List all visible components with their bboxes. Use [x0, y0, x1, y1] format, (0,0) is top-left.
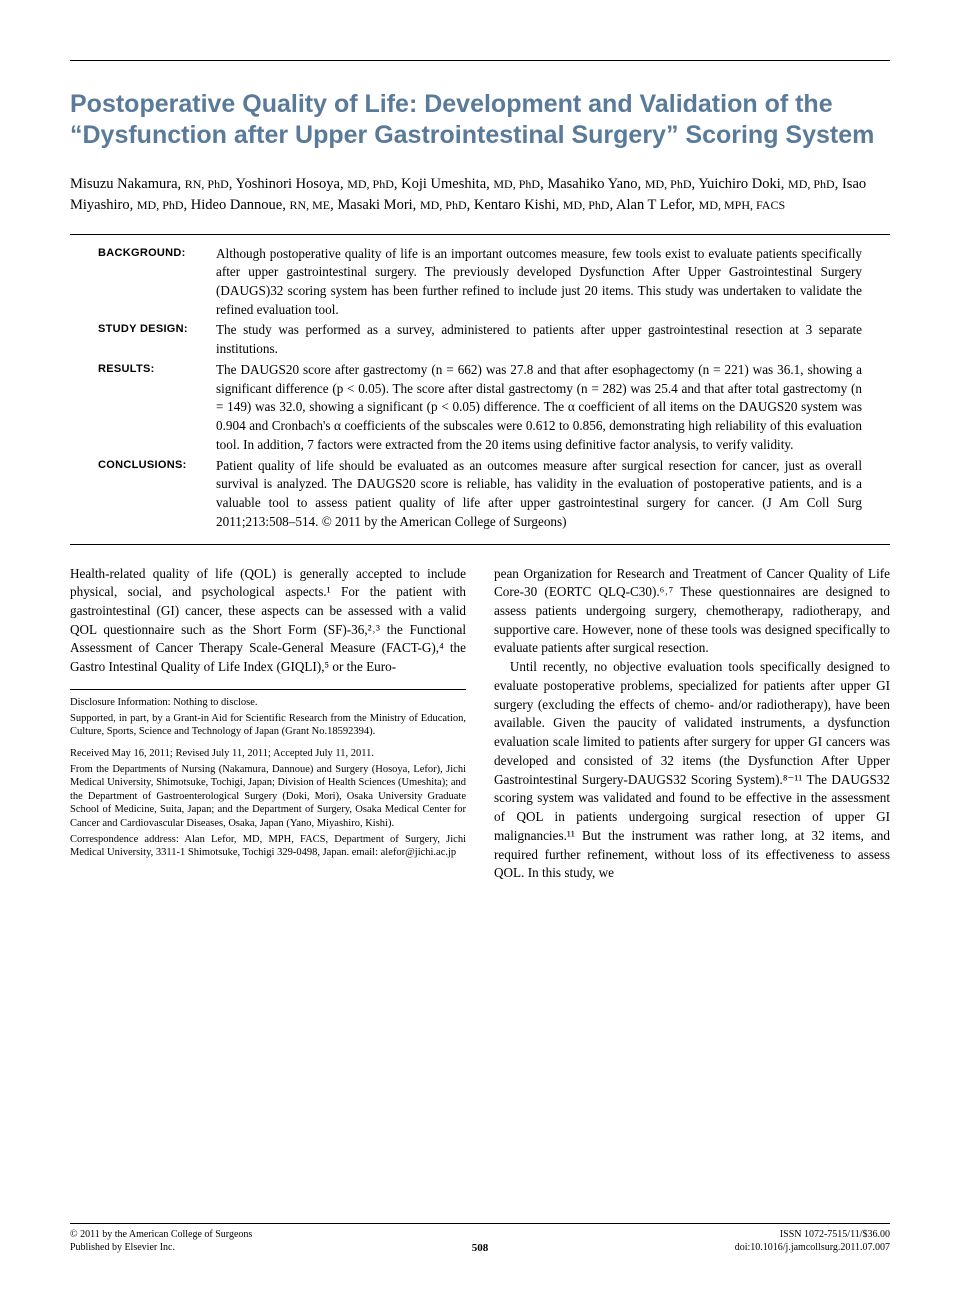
abstract-row-results: RESULTS: The DAUGS20 score after gastrec… — [98, 361, 862, 455]
abstract-text: Although postoperative quality of life i… — [216, 245, 862, 320]
abstract-text: The DAUGS20 score after gastrectomy (n =… — [216, 361, 862, 455]
abstract-label: CONCLUSIONS: — [98, 457, 216, 532]
column-left: Health-related quality of life (QOL) is … — [70, 565, 466, 883]
affiliation-line: From the Departments of Nursing (Nakamur… — [70, 763, 466, 831]
abstract-text: Patient quality of life should be evalua… — [216, 457, 862, 532]
correspondence-line: Correspondence address: Alan Lefor, MD, … — [70, 833, 466, 860]
body-two-column: Health-related quality of life (QOL) is … — [70, 565, 890, 883]
author-list: Misuzu Nakamura, RN, PhD, Yoshinori Hoso… — [70, 174, 890, 216]
abstract-label: STUDY DESIGN: — [98, 321, 216, 358]
body-paragraph: Until recently, no objective evaluation … — [494, 658, 890, 883]
abstract-row-study-design: STUDY DESIGN: The study was performed as… — [98, 321, 862, 358]
column-right: pean Organization for Research and Treat… — [494, 565, 890, 883]
body-paragraph: Health-related quality of life (QOL) is … — [70, 565, 466, 677]
body-paragraph: pean Organization for Research and Treat… — [494, 565, 890, 659]
page-number: 508 — [0, 1238, 960, 1254]
abstract-row-conclusions: CONCLUSIONS: Patient quality of life sho… — [98, 457, 862, 532]
footnote-rule — [70, 689, 466, 690]
abstract-label: RESULTS: — [98, 361, 216, 455]
abstract-label: BACKGROUND: — [98, 245, 216, 320]
footnotes-block: Disclosure Information: Nothing to discl… — [70, 696, 466, 860]
support-line: Supported, in part, by a Grant-in Aid fo… — [70, 712, 466, 739]
structured-abstract: BACKGROUND: Although postoperative quali… — [70, 234, 890, 545]
abstract-text: The study was performed as a survey, adm… — [216, 321, 862, 358]
article-title: Postoperative Quality of Life: Developme… — [70, 89, 890, 152]
top-horizontal-rule — [70, 60, 890, 61]
abstract-row-background: BACKGROUND: Although postoperative quali… — [98, 245, 862, 320]
received-line: Received May 16, 2011; Revised July 11, … — [70, 747, 466, 761]
disclosure-line: Disclosure Information: Nothing to discl… — [70, 696, 466, 710]
